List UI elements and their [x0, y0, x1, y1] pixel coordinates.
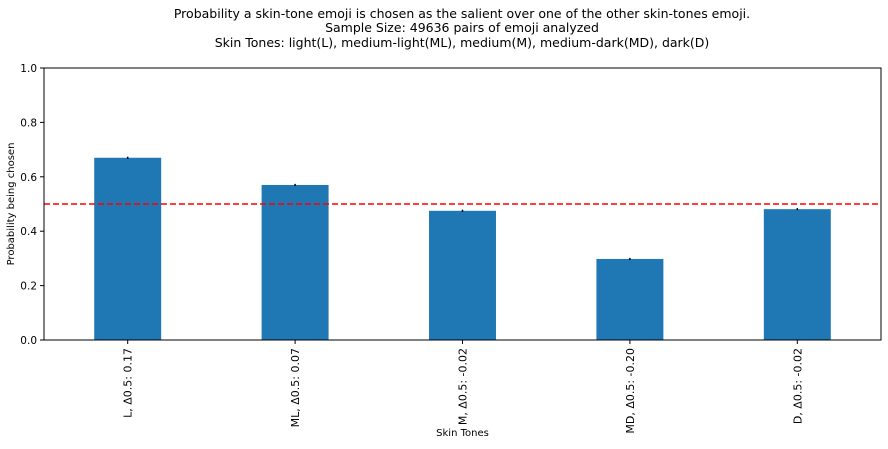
chart-title: Probability a skin-tone emoji is chosen …	[174, 6, 750, 50]
bar	[94, 157, 162, 340]
x-tick-label: L, Δ0.5: 0.17	[122, 348, 135, 418]
bar	[763, 209, 831, 340]
bar	[429, 210, 496, 340]
y-tick-label: 0.6	[20, 172, 37, 184]
bars-group	[94, 157, 831, 340]
bar	[261, 184, 329, 340]
chart-subtitle-line: Skin Tones: light(L), medium-light(ML), …	[215, 35, 710, 50]
chart-title-line: Probability a skin-tone emoji is chosen …	[174, 6, 750, 21]
y-axis-label: Probability being chosen	[6, 143, 17, 266]
y-tick-label: 0.4	[20, 226, 37, 238]
x-tick-label: MD, Δ0.5: -0.20	[624, 348, 637, 434]
chart-subtitle-line: Sample Size: 49636 pairs of emoji analyz…	[325, 20, 599, 35]
y-tick-label: 1.0	[20, 63, 37, 75]
y-axis: 0.0 0.2 0.4 0.6 0.8 1.0	[20, 63, 44, 347]
x-axis-label: Skin Tones	[436, 428, 489, 439]
x-tick-label: ML, Δ0.5: 0.07	[289, 348, 302, 427]
plot-frame	[43, 67, 882, 341]
x-tick-label: M, Δ0.5: -0.02	[457, 348, 470, 425]
y-tick-label: 0.0	[20, 335, 37, 347]
error-bars-group	[126, 156, 799, 261]
x-axis: L, Δ0.5: 0.17 ML, Δ0.5: 0.07 M, Δ0.5: -0.0…	[122, 340, 804, 434]
y-tick-label: 0.2	[20, 281, 37, 293]
x-tick-label: D, Δ0.5: -0.02	[791, 348, 804, 424]
bar	[596, 258, 664, 340]
y-tick-label: 0.8	[20, 117, 37, 129]
